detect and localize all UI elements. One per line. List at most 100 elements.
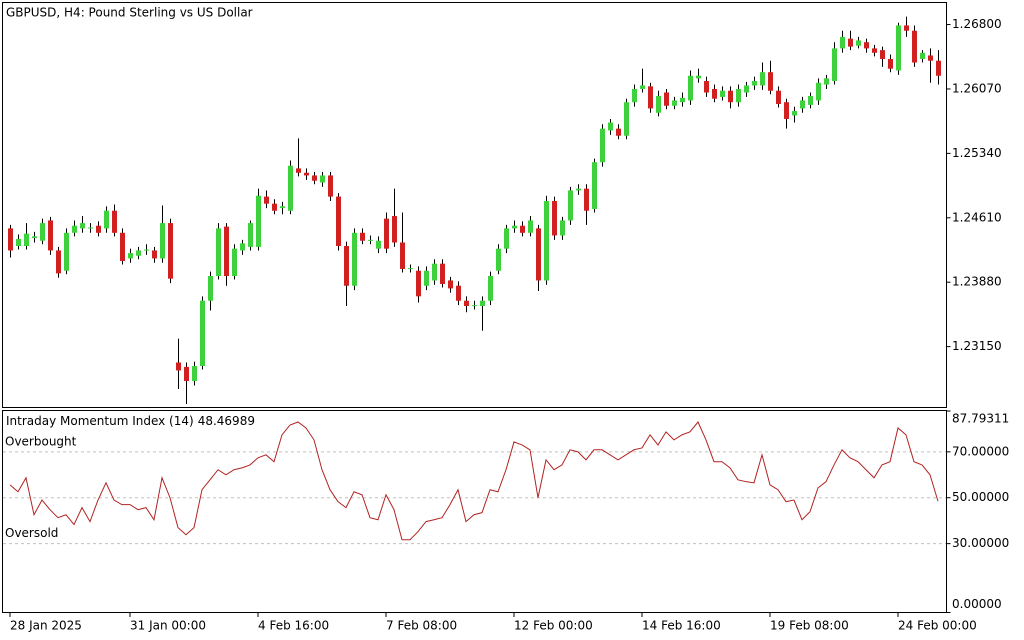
candle-body — [144, 249, 149, 251]
candle-body — [672, 100, 677, 106]
candle-body — [704, 81, 709, 93]
candle-body — [128, 253, 133, 259]
candle-body — [824, 78, 829, 85]
candle-body — [312, 175, 317, 181]
candle-body — [552, 201, 557, 236]
candle-body — [728, 90, 733, 103]
y-tick-label: 0.00000 — [952, 597, 1002, 611]
candle-body — [600, 128, 605, 163]
candle-body — [640, 85, 645, 89]
x-tick-label: 14 Feb 16:00 — [642, 619, 721, 633]
candle-body — [296, 168, 301, 173]
level-label: Overbought — [5, 434, 77, 448]
candle-body — [616, 128, 621, 136]
candle-body — [48, 220, 53, 251]
candle-body — [736, 88, 741, 103]
candle-body — [864, 42, 869, 49]
x-tick-label: 4 Feb 16:00 — [258, 619, 329, 633]
x-tick-label: 12 Feb 00:00 — [514, 619, 593, 633]
candle-body — [8, 228, 13, 251]
candle-body — [792, 111, 797, 116]
candle-body — [896, 25, 901, 71]
candle-body — [200, 300, 205, 367]
candle-body — [64, 232, 69, 271]
indicator-name: Intraday Momentum Index (14) — [6, 414, 194, 428]
candle-body — [352, 232, 357, 286]
candle-body — [472, 305, 477, 307]
candle-body — [56, 250, 61, 274]
candle-body — [464, 300, 469, 307]
candle-body — [280, 206, 285, 209]
indicator-value: 48.46989 — [198, 414, 255, 428]
candle-body — [456, 285, 461, 301]
candle-body — [808, 96, 813, 105]
candle-body — [288, 165, 293, 211]
candle-body — [344, 246, 349, 286]
candle-body — [40, 223, 45, 241]
candle-body — [136, 250, 141, 256]
candle-body — [384, 218, 389, 249]
candle-body — [760, 72, 765, 86]
candle-body — [848, 38, 853, 47]
candle-body — [168, 223, 173, 279]
price-pane — [2, 2, 947, 408]
y-tick-label: 1.26800 — [952, 17, 1002, 31]
candle-body — [568, 190, 573, 221]
candle-body — [632, 88, 637, 103]
candle-body — [112, 210, 117, 233]
candle-body — [576, 188, 581, 191]
y-tick-label: 1.23150 — [952, 339, 1002, 353]
candle-body — [192, 366, 197, 382]
candle-body — [16, 238, 21, 247]
x-tick-label: 31 Jan 00:00 — [130, 619, 206, 633]
candle-body — [336, 196, 341, 247]
candle-body — [72, 225, 77, 233]
candle-body — [656, 96, 661, 113]
candle-body — [32, 236, 37, 239]
candle-body — [648, 86, 653, 109]
candle-body — [256, 195, 261, 247]
candle-body — [376, 240, 381, 249]
candle-body — [880, 50, 885, 59]
candle-body — [712, 88, 717, 99]
candle-body — [784, 102, 789, 119]
y-tick-label: 87.79311 — [952, 412, 1009, 426]
candle-body — [160, 223, 165, 259]
candle-body — [328, 175, 333, 197]
candle-body — [232, 248, 237, 277]
candle-body — [664, 92, 669, 106]
candle-body — [504, 228, 509, 249]
candle-body — [608, 122, 613, 131]
candle-body — [832, 48, 837, 82]
indicator-label: Intraday Momentum Index (14) 48.46989 — [6, 414, 255, 428]
candle-body — [592, 162, 597, 209]
candle-body — [928, 55, 933, 61]
candle-body — [448, 280, 453, 289]
candle-body — [768, 72, 773, 91]
candle-body — [176, 362, 181, 371]
x-tick-label: 28 Jan 2025 — [10, 619, 82, 633]
candle-body — [184, 366, 189, 382]
candle-body — [840, 36, 845, 49]
candle-body — [416, 270, 421, 297]
y-tick-label: 70.00000 — [952, 444, 1009, 458]
candle-body — [104, 210, 109, 229]
candle-body — [496, 248, 501, 271]
candle-body — [88, 227, 93, 229]
candle-body — [80, 223, 85, 229]
candle-body — [152, 250, 157, 259]
y-tick-label: 1.26070 — [952, 81, 1002, 95]
y-tick-label: 1.25340 — [952, 146, 1002, 160]
candle-body — [96, 225, 101, 233]
y-tick-label: 50.00000 — [952, 490, 1009, 504]
candle-body — [560, 220, 565, 236]
candle-body — [320, 175, 325, 183]
x-tick-label: 19 Feb 08:00 — [770, 619, 849, 633]
chart-title: GBPUSD, H4: Pound Sterling vs US Dollar — [6, 6, 253, 20]
indicator-line — [9, 421, 939, 541]
candle-body — [888, 58, 893, 69]
candle-body — [904, 25, 909, 31]
candle-body — [752, 81, 757, 86]
candle-body — [392, 216, 397, 243]
